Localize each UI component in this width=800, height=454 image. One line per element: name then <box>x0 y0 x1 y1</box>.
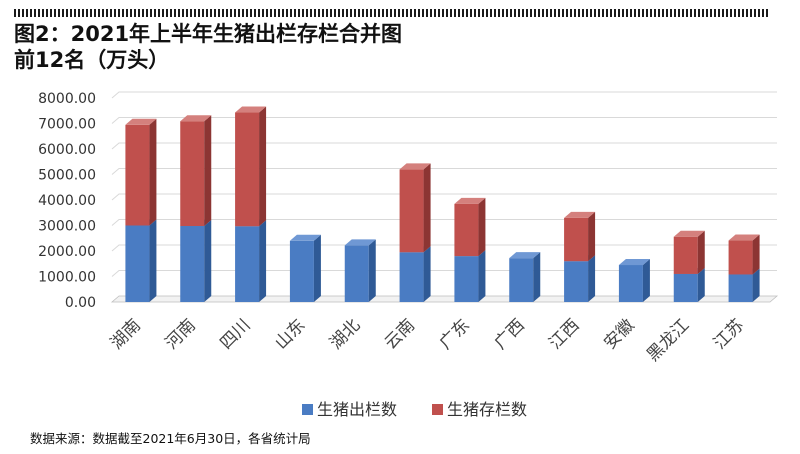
y-tick-label: 2000.00 <box>38 244 96 260</box>
x-category-label: 湖南 <box>107 315 145 353</box>
x-category-label: 湖北 <box>326 315 364 353</box>
x-category-label: 四川 <box>216 315 254 353</box>
bar-生猪出栏数 <box>344 239 376 302</box>
legend-label: 生猪出栏数 <box>317 400 397 419</box>
bar-生猪存栏数 <box>673 230 705 274</box>
chart-title-line2: 前12名（万头） <box>14 48 170 72</box>
y-axis-ticks: 0.00 1000.00 2000.00 3000.00 4000.00 5000.00 6… <box>38 91 96 311</box>
x-category-label: 黑龙江 <box>643 315 693 365</box>
x-axis-categories: 湖南 河南 四川 山东 湖北 云南 广东 广西 江西 安徽 黑龙江 江苏 <box>107 315 748 365</box>
legend-item: 生猪存栏数 <box>432 400 527 419</box>
bar-生猪出栏数 <box>509 252 541 302</box>
chart-floor <box>110 295 779 303</box>
x-category-label: 广西 <box>491 315 529 353</box>
gridline <box>111 219 777 226</box>
x-category-label: 安徽 <box>600 315 638 353</box>
data-source-note: 数据来源：数据截至2021年6月30日，各省统计局 <box>30 431 311 446</box>
legend-label: 生猪存栏数 <box>447 400 527 419</box>
legend: 生猪出栏数 生猪存栏数 <box>302 400 527 419</box>
bar-生猪出栏数 <box>399 246 431 302</box>
bar-生猪出栏数 <box>454 250 486 302</box>
bar-生猪存栏数 <box>454 197 486 257</box>
bar-生猪存栏数 <box>564 211 596 262</box>
bar-生猪出栏数 <box>125 219 157 302</box>
bar-生猪存栏数 <box>235 106 267 227</box>
x-category-label: 广东 <box>436 315 474 353</box>
gridline <box>111 142 777 150</box>
y-tick-label: 0.00 <box>65 295 96 311</box>
gridline <box>111 244 777 252</box>
bar-生猪出栏数 <box>564 255 596 302</box>
gridline <box>111 91 777 99</box>
bar-生猪出栏数 <box>289 234 321 302</box>
x-category-label: 江西 <box>545 315 583 353</box>
gridline <box>111 270 777 277</box>
gridline <box>111 193 777 201</box>
top-dotted-rule <box>14 9 770 17</box>
bar-生猪出栏数 <box>180 220 212 302</box>
y-tick-label: 7000.00 <box>38 117 96 133</box>
bar-生猪存栏数 <box>399 163 431 253</box>
legend-swatch <box>302 404 313 415</box>
x-category-label: 河南 <box>162 315 200 353</box>
legend-swatch <box>432 404 443 415</box>
bar-生猪存栏数 <box>728 234 760 275</box>
bar-生猪出栏数 <box>235 220 267 302</box>
bar-生猪存栏数 <box>180 115 212 227</box>
y-tick-label: 6000.00 <box>38 142 96 158</box>
legend-item: 生猪出栏数 <box>302 400 397 419</box>
y-tick-label: 4000.00 <box>38 193 96 209</box>
y-tick-label: 5000.00 <box>38 168 96 184</box>
bars <box>125 106 760 302</box>
gridline <box>111 168 777 175</box>
y-tick-label: 8000.00 <box>38 91 96 107</box>
bar-生猪存栏数 <box>125 118 157 226</box>
bar-生猪出栏数 <box>618 259 650 302</box>
x-category-label: 江苏 <box>710 315 748 353</box>
y-tick-label: 3000.00 <box>38 219 96 235</box>
chart-title: 图2：2021年上半年生猪出栏存栏合并图 前12名（万头） <box>14 21 574 73</box>
x-category-label: 山东 <box>271 315 309 353</box>
gridline <box>111 117 777 124</box>
chart-title-line1: 图2：2021年上半年生猪出栏存栏合并图 <box>14 22 403 46</box>
gridlines <box>110 91 779 303</box>
x-category-label: 云南 <box>381 315 419 353</box>
y-tick-label: 1000.00 <box>38 270 96 286</box>
